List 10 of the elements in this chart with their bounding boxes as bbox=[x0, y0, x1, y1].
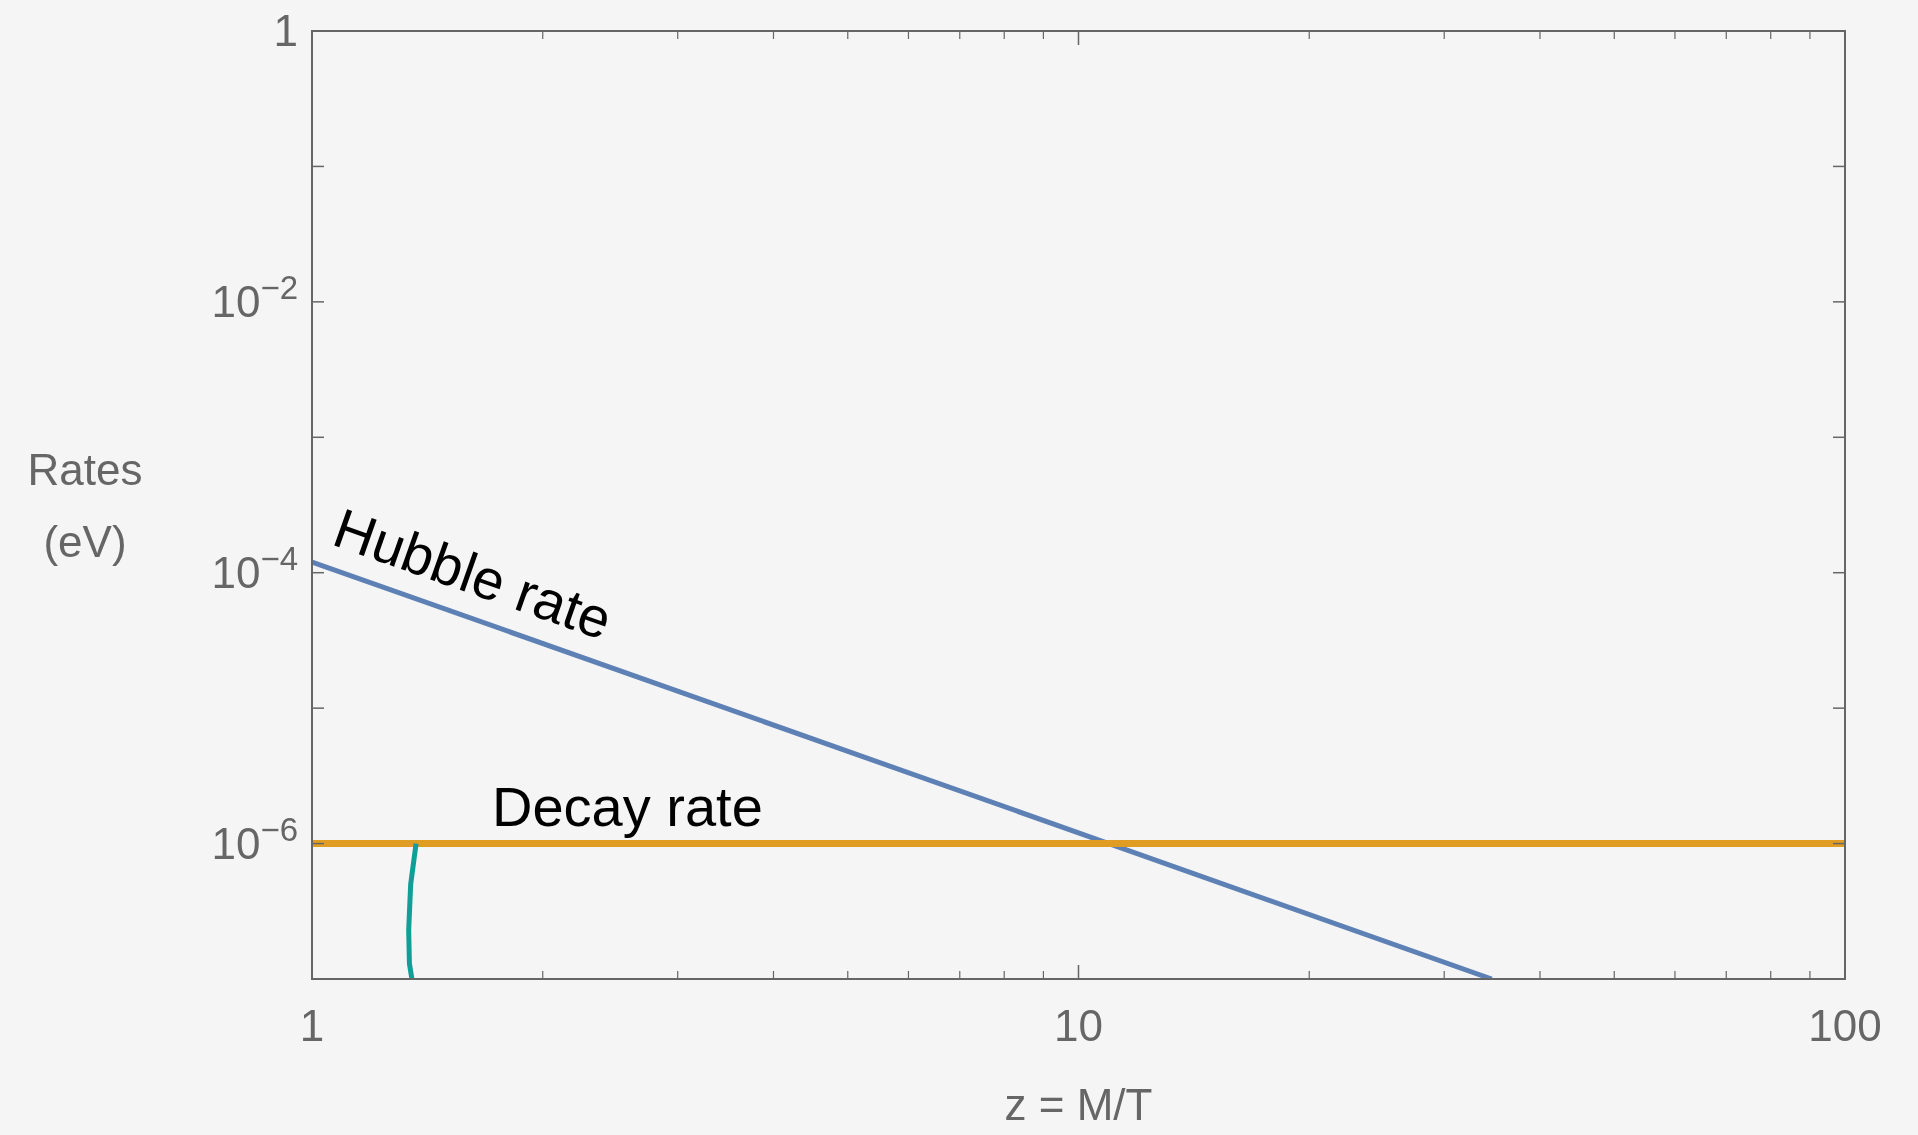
x-tick-label: 10 bbox=[1054, 1001, 1103, 1050]
text: Hubble rate bbox=[326, 495, 620, 652]
y-tick-label: 10$^{−4}$ bbox=[211, 539, 298, 597]
y-tick-label: 10$^{−2}$ bbox=[211, 268, 298, 326]
y-axis-title: Rates (eV) bbox=[27, 445, 143, 566]
y-tick-label: 1 bbox=[273, 6, 298, 55]
x-tick-label: 100 bbox=[1808, 1001, 1882, 1050]
series-label: Decay rate bbox=[492, 774, 763, 838]
x-axis-title: z = M/T bbox=[1004, 1080, 1153, 1129]
y-tick-label: 10$^{−6}$ bbox=[211, 810, 298, 868]
